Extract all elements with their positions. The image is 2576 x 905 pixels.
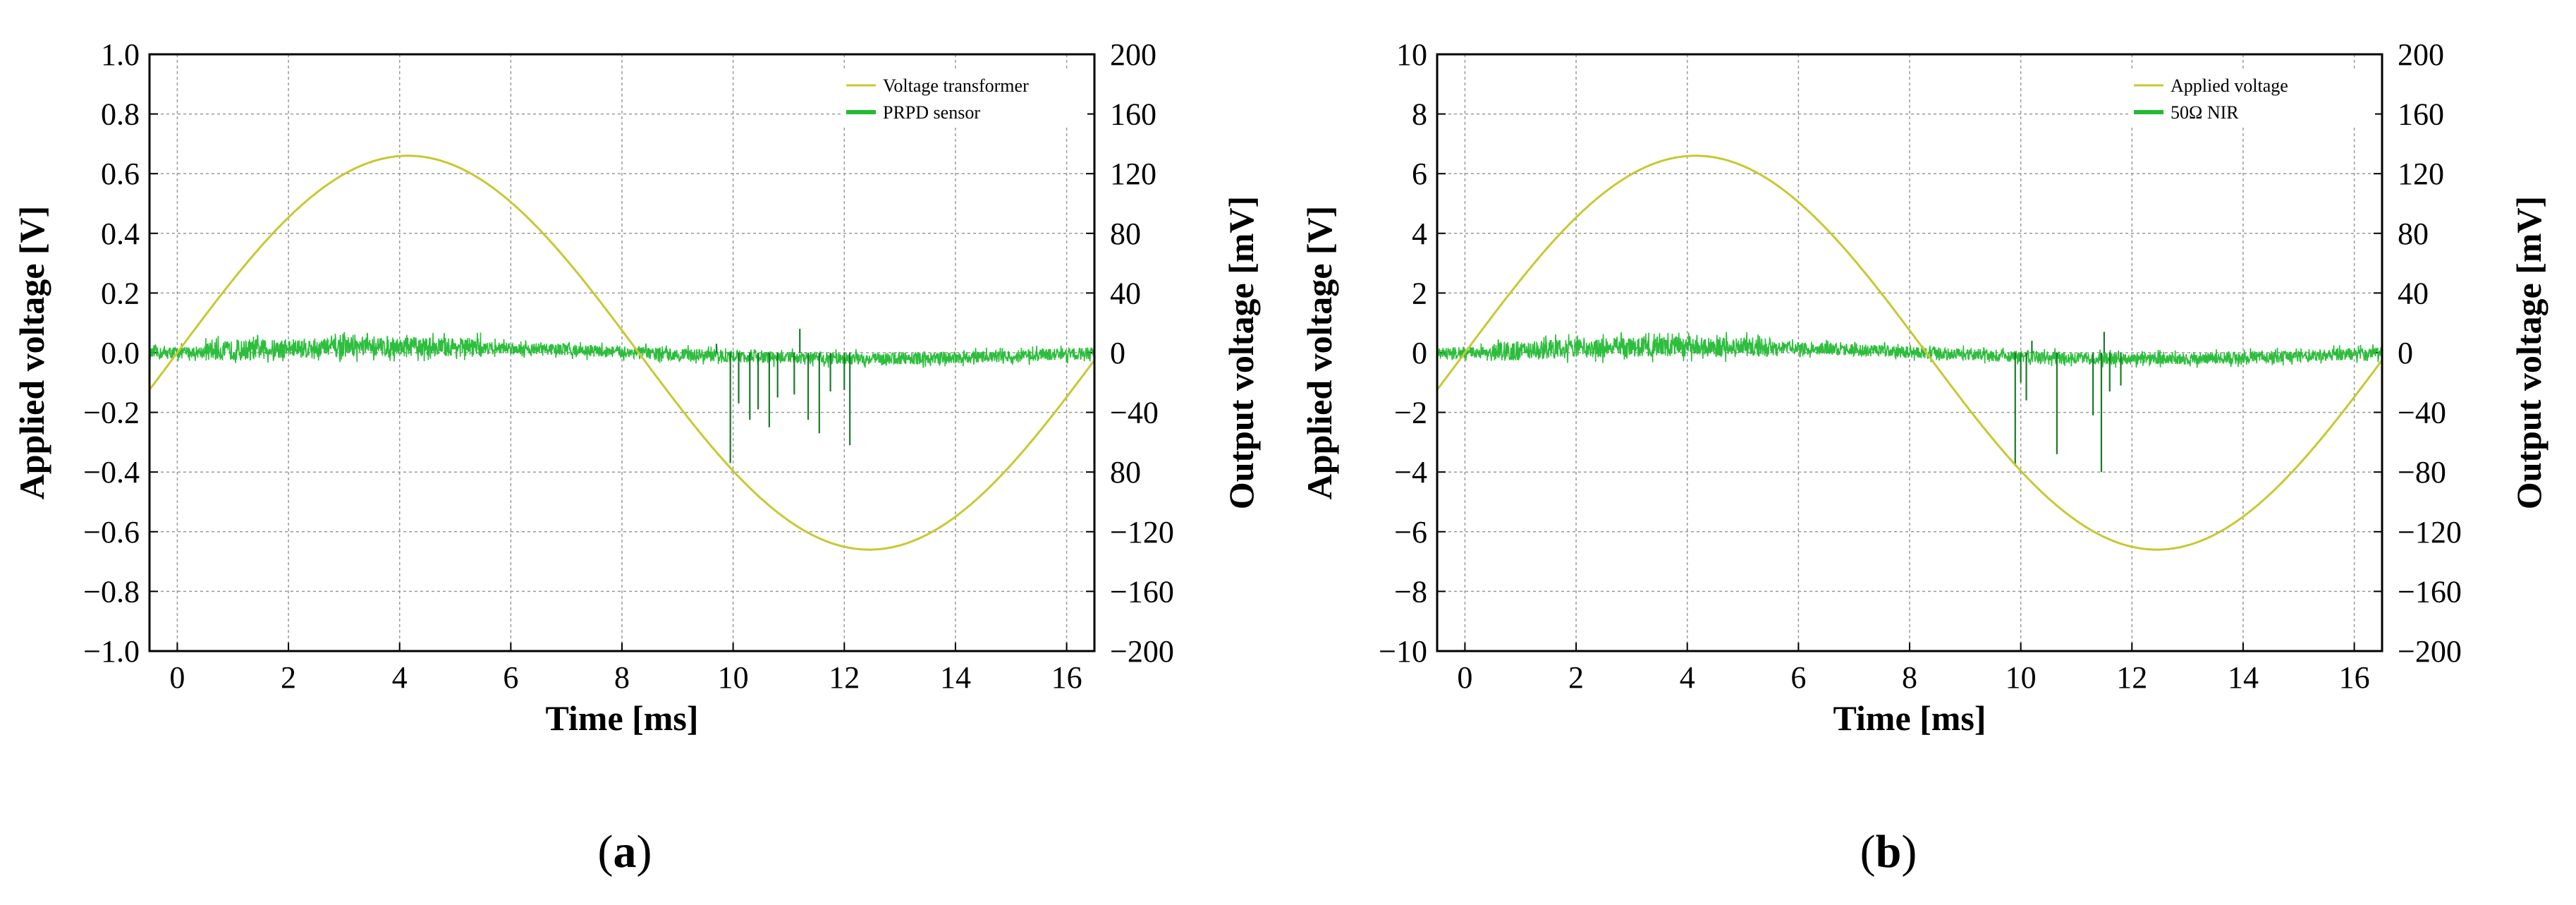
y-axis-label: Applied voltage [V] [12, 206, 51, 500]
x-tick-label: 16 [1051, 660, 1082, 695]
x-tick-label: 14 [940, 660, 971, 695]
y2-tick-label: −80 [2398, 455, 2446, 490]
y-tick-label: 4 [1412, 217, 1427, 251]
y2-tick-label: −160 [2398, 574, 2462, 609]
y-tick-label: 1.0 [101, 37, 140, 72]
y-tick-label: 2 [1412, 276, 1427, 310]
x-tick-label: 2 [1568, 660, 1584, 695]
plot-frame [148, 53, 1096, 652]
y-tick-label: −0.6 [83, 515, 140, 549]
x-tick-label: 6 [503, 660, 518, 695]
x-tick-label: 6 [1790, 660, 1806, 695]
y-tick-label: −0.4 [83, 455, 140, 490]
y-tick-label: 0.6 [101, 157, 140, 191]
y2-tick-label: −160 [1110, 574, 1174, 609]
x-tick-label: 10 [718, 660, 749, 695]
y2-tick-label: 160 [2398, 97, 2444, 132]
y2-tick-label: 0 [2398, 336, 2413, 370]
y-tick-label: 6 [1412, 157, 1427, 191]
x-tick-label: 4 [392, 660, 408, 695]
y-tick-label: −6 [1394, 515, 1427, 549]
plot-frame [1436, 53, 2383, 652]
x-tick-label: 16 [2339, 660, 2370, 695]
y2-tick-label: 80 [1110, 217, 1141, 251]
x-tick-label: 10 [2006, 660, 2037, 695]
y-tick-label: −4 [1394, 455, 1427, 490]
legend-label: Applied voltage [2171, 75, 2288, 96]
y-tick-label: −0.8 [83, 574, 140, 609]
x-tick-label: 12 [2116, 660, 2147, 695]
x-tick-label: 8 [614, 660, 630, 695]
y2-tick-label: 120 [2398, 157, 2444, 191]
legend-box [841, 70, 1087, 126]
y-tick-label: 10 [1396, 37, 1427, 72]
y2-axis-label: Output voltage [mV] [2509, 196, 2548, 509]
legend-box [2128, 70, 2375, 126]
caption-b: (b) [1860, 826, 1917, 877]
y2-tick-label: 160 [1110, 97, 1156, 132]
y2-tick-label: 200 [2398, 37, 2444, 72]
y2-tick-label: 200 [1110, 37, 1156, 72]
y-tick-label: 0.0 [101, 336, 140, 370]
y-tick-label: −8 [1394, 574, 1427, 609]
chart-a: 0 2 4 6 8 10 12 14 16 1.0 0.8 0.6 0.4 0.2 0.0 −0.2 −0.4 −… [12, 37, 1261, 738]
y-tick-label: −0.2 [83, 396, 140, 430]
x-tick-label: 12 [829, 660, 860, 695]
legend-label: Voltage transformer [883, 75, 1029, 96]
x-tick-label: 2 [281, 660, 296, 695]
y-tick-label: 0.2 [101, 276, 140, 310]
y-tick-label: 8 [1412, 97, 1427, 132]
y2-tick-label: 120 [1110, 157, 1156, 191]
x-tick-label: 8 [1902, 660, 1917, 695]
legend-label: 50Ω NIR [2171, 102, 2239, 123]
legend-label: PRPD sensor [883, 102, 980, 123]
y2-tick-label: 0 [1110, 336, 1125, 370]
x-tick-label: 14 [2228, 660, 2259, 695]
chart-b: 0 2 4 6 8 10 12 14 16 10 8 6 4 2 0 −2 −4 −6 −8 −10 200 160 120… [1300, 37, 2548, 738]
y-tick-label: −2 [1394, 396, 1427, 430]
y-tick-label: −10 [1379, 634, 1427, 669]
x-tick-label: 0 [169, 660, 185, 695]
x-tick-label: 0 [1457, 660, 1472, 695]
y2-tick-label: −200 [1110, 634, 1174, 669]
y2-tick-label: 40 [1110, 276, 1141, 310]
y2-tick-label: 40 [2398, 276, 2429, 310]
y-tick-label: 0.8 [101, 97, 140, 132]
x-tick-label: 4 [1680, 660, 1695, 695]
x-axis-label: Time [ms] [1833, 698, 1986, 738]
y2-tick-label: −200 [2398, 634, 2462, 669]
y2-tick-label: −40 [2398, 396, 2446, 430]
y2-tick-label: −120 [2398, 515, 2462, 549]
y2-axis-label: Output voltage [mV] [1221, 196, 1261, 509]
series-noise-1 [1436, 332, 2383, 368]
y2-tick-label: −120 [1110, 515, 1174, 549]
y2-tick-label: 80 [2398, 217, 2429, 251]
y-tick-label: 0 [1412, 336, 1427, 370]
y-axis-label: Applied voltage [V] [1300, 206, 1339, 500]
y2-tick-label: 80 [1110, 455, 1141, 490]
y-tick-label: 0.4 [101, 217, 140, 251]
x-axis-label: Time [ms] [545, 698, 698, 738]
series-noise-0 [149, 332, 1095, 368]
series-sine-0 [148, 154, 1096, 551]
y2-tick-label: −40 [1110, 396, 1159, 430]
series-sine-1 [1436, 154, 2383, 551]
y-tick-label: −1.0 [83, 634, 140, 669]
caption-a: (a) [597, 826, 652, 877]
